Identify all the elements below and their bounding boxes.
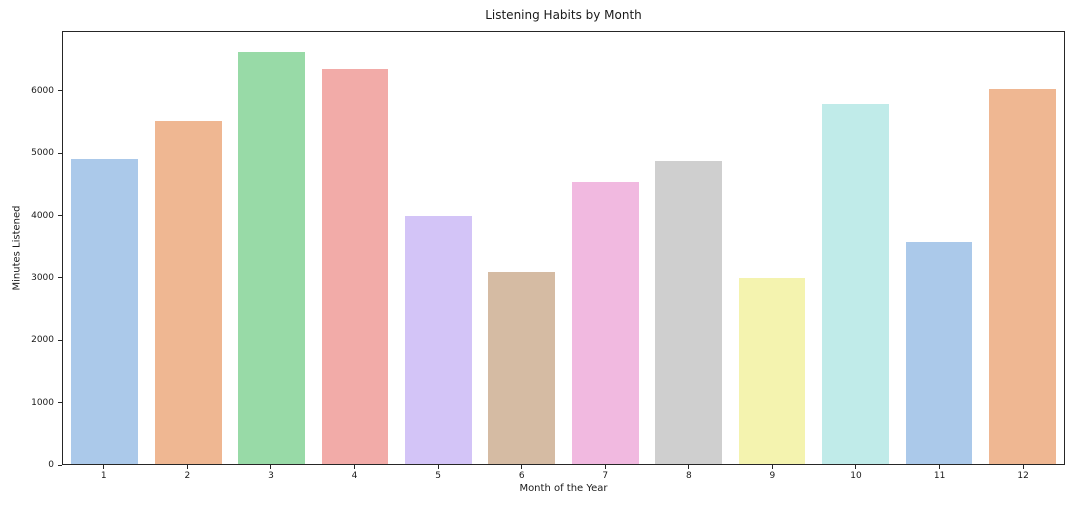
bar-slot-6 (480, 32, 563, 464)
x-tick-mark (437, 465, 439, 469)
bar-month-10 (822, 104, 889, 464)
x-tick-mark (855, 465, 857, 469)
y-tick-label: 3000 (31, 272, 54, 283)
x-tick-label: 8 (685, 471, 692, 481)
bar-slot-3 (230, 32, 313, 464)
x-tick-label: 10 (850, 471, 862, 481)
x-tick-mark (103, 465, 105, 469)
bar-slot-9 (730, 32, 813, 464)
bar-slot-4 (313, 32, 396, 464)
x-tick-label: 2 (184, 471, 191, 481)
x-tick-7: 7 (563, 465, 647, 485)
x-tick-label: 12 (1017, 471, 1029, 481)
bar-month-7 (571, 181, 639, 464)
bar-month-12 (988, 89, 1056, 464)
x-tick-mark (771, 465, 773, 469)
x-tick-6: 6 (480, 465, 564, 485)
x-tick-mark (604, 465, 606, 469)
bar-slot-5 (397, 32, 480, 464)
y-tick-mark (58, 90, 62, 92)
x-tick-label: 1 (100, 471, 107, 481)
bar-month-2 (154, 121, 222, 464)
bar-month-6 (488, 272, 556, 464)
bar-month-5 (405, 215, 472, 464)
x-tick-mark (688, 465, 690, 469)
bar-month-3 (238, 51, 305, 464)
x-tick-label: 6 (518, 471, 525, 481)
y-tick-mark (58, 339, 62, 341)
x-tick-label: 3 (268, 471, 274, 481)
bar-month-4 (321, 68, 389, 464)
y-tick-label: 6000 (31, 85, 54, 96)
bar-month-11 (905, 242, 973, 464)
x-tick-8: 8 (647, 465, 731, 485)
bar-month-1 (71, 158, 139, 464)
x-axis: 1 2 3 4 5 6 7 8 9 10 11 12 (62, 465, 1065, 485)
x-tick-label: 7 (602, 471, 609, 481)
y-tick-label: 2000 (31, 335, 54, 346)
x-tick-12: 12 (981, 465, 1065, 485)
x-tick-2: 2 (146, 465, 230, 485)
y-tick-mark (58, 277, 62, 279)
y-tick-label: 4000 (31, 210, 54, 221)
x-tick-label: 9 (769, 471, 776, 481)
x-tick-label: 11 (933, 471, 946, 481)
bar-slot-10 (814, 32, 897, 464)
bar-slot-8 (647, 32, 730, 464)
x-tick-4: 4 (313, 465, 397, 485)
y-tick-mark (58, 402, 62, 404)
bars (63, 32, 1064, 464)
y-tick-label: 1000 (31, 397, 54, 408)
x-tick-5: 5 (396, 465, 480, 485)
y-tick-mark (58, 152, 62, 154)
bar-slot-1 (63, 32, 146, 464)
bar-slot-7 (564, 32, 647, 464)
plot-area (62, 31, 1065, 465)
bar-slot-2 (146, 32, 229, 464)
x-tick-mark (270, 465, 272, 469)
x-tick-mark (186, 465, 188, 469)
x-tick-10: 10 (814, 465, 898, 485)
y-tick-label: 5000 (31, 148, 54, 159)
x-tick-mark (939, 465, 941, 469)
y-tick-mark (58, 215, 62, 217)
x-tick-3: 3 (229, 465, 313, 485)
x-axis-label: Month of the Year (519, 483, 608, 494)
y-axis: 0 1000 2000 3000 4000 5000 6000 (0, 31, 62, 470)
x-tick-1: 1 (62, 465, 146, 485)
bar-month-8 (655, 161, 723, 464)
x-tick-label: 5 (435, 471, 441, 481)
x-tick-mark (521, 465, 523, 469)
x-tick-mark (1022, 465, 1024, 469)
x-tick-label: 4 (351, 471, 358, 481)
y-tick-label: 0 (48, 460, 54, 470)
bar-month-9 (738, 277, 806, 464)
bar-slot-12 (981, 32, 1064, 464)
x-tick-11: 11 (898, 465, 982, 485)
bar-slot-11 (897, 32, 980, 464)
x-tick-9: 9 (731, 465, 815, 485)
y-tick-mark (58, 464, 62, 466)
chart-title: Listening Habits by Month (485, 8, 642, 22)
x-tick-mark (354, 465, 356, 469)
